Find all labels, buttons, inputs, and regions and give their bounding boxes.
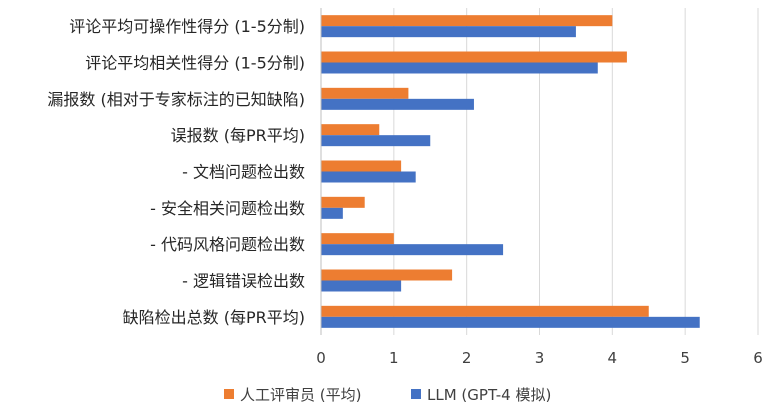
bar-llm: [321, 98, 474, 110]
x-tick-label: 4: [608, 349, 618, 367]
x-tick-label: 0: [316, 349, 326, 367]
bar-human: [321, 305, 649, 317]
legend-swatch: [411, 389, 421, 399]
bar-llm: [321, 26, 576, 38]
x-tick-label: 5: [680, 349, 690, 367]
bar-llm: [321, 62, 598, 74]
bar-llm: [321, 135, 431, 147]
bar-llm: [321, 316, 700, 328]
x-tick-label: 3: [535, 349, 545, 367]
x-tick-label: 1: [389, 349, 399, 367]
legend-swatch: [224, 389, 234, 399]
bar-human: [321, 51, 627, 63]
category-label: - 逻辑错误检出数: [182, 272, 305, 291]
x-tick-label: 2: [462, 349, 472, 367]
legend-label: LLM (GPT-4 模拟): [427, 386, 551, 404]
category-label: 误报数 (每PR平均): [171, 126, 305, 145]
category-label: 漏报数 (相对于专家标注的已知缺陷): [47, 90, 305, 109]
category-label: 缺陷检出总数 (每PR平均): [123, 308, 305, 327]
bar-human: [321, 15, 613, 27]
bar-human: [321, 124, 380, 136]
x-tick-labels: 0 1 2 3 4 5 6: [316, 349, 763, 367]
category-label: - 文档问题检出数: [182, 163, 305, 182]
bar-human: [321, 160, 402, 172]
bar-human: [321, 269, 453, 281]
legend: 人工评审员 (平均) LLM (GPT-4 模拟): [224, 386, 551, 404]
category-labels: 评论平均可操作性得分 (1-5分制) 评论平均相关性得分 (1-5分制) 漏报数 (…: [47, 17, 305, 327]
bar-llm: [321, 207, 343, 219]
x-tick-label: 6: [753, 349, 763, 367]
category-label: 评论平均可操作性得分 (1-5分制): [69, 17, 305, 36]
category-label: - 代码风格问题检出数: [150, 235, 305, 254]
bar-human: [321, 233, 394, 245]
bar-llm: [321, 171, 416, 183]
bar-human: [321, 87, 409, 99]
bar-llm: [321, 244, 504, 256]
bars: [321, 15, 700, 328]
bar-llm: [321, 280, 402, 292]
category-label: - 安全相关问题检出数: [150, 199, 305, 218]
category-label: 评论平均相关性得分 (1-5分制): [85, 54, 305, 73]
legend-label: 人工评审员 (平均): [240, 386, 361, 404]
bar-human: [321, 196, 365, 208]
